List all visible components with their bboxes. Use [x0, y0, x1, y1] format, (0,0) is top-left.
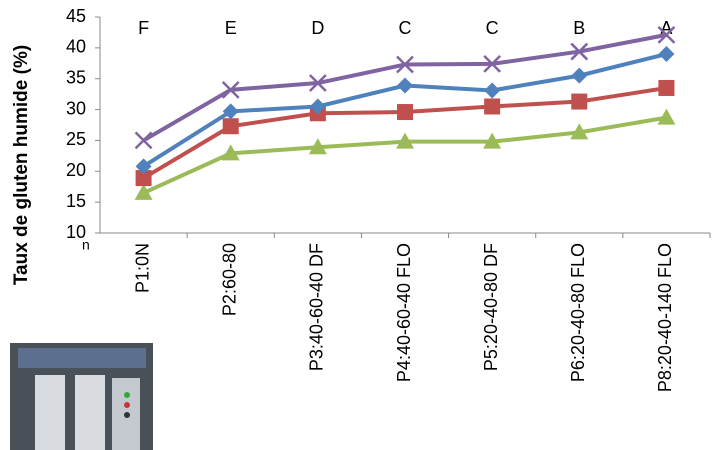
y-tick-label: 40 [66, 37, 86, 57]
marker [571, 68, 587, 84]
annotation: F [138, 18, 149, 38]
annotation: E [225, 18, 237, 38]
photo [10, 343, 153, 450]
y-axis-title: Taux de gluten humide (%) [11, 45, 32, 285]
marker [484, 82, 500, 98]
annotation: C [399, 18, 412, 38]
x-tick-label: P8:20-40-140 FLO [655, 243, 675, 392]
y-tick-label: 45 [66, 6, 86, 26]
marker [484, 98, 500, 114]
y-tick-label: 15 [66, 191, 86, 211]
x-tick-label: P4:40-60-40 FLO [394, 243, 414, 382]
y-tick-label: 35 [66, 67, 86, 87]
marker [658, 80, 674, 96]
y-tick-label: 30 [66, 98, 86, 118]
annotation: C [486, 18, 499, 38]
marker [658, 46, 674, 62]
marker [397, 78, 413, 94]
marker [223, 118, 239, 134]
marker [136, 132, 152, 148]
x-tick-label: P6:20-40-80 FLO [568, 243, 588, 382]
y-tick-label: 20 [66, 160, 86, 180]
marker [657, 109, 675, 125]
marker [571, 94, 587, 110]
series-line [144, 118, 667, 193]
x-tick-label: P2:60-80 [219, 243, 239, 316]
x-tick-label: P5:20-40-80 DF [481, 243, 501, 371]
marker [397, 104, 413, 120]
annotation: D [311, 18, 324, 38]
x-tick-label: P3:40-60-40 DF [307, 243, 327, 371]
x-tick-label: P1:0N [132, 243, 152, 293]
chart: Taux de gluten humide (%) n 101520253035… [0, 0, 721, 450]
y-tick-label: 25 [66, 129, 86, 149]
annotation: B [573, 18, 585, 38]
y-tick-label: 10 [66, 222, 86, 242]
